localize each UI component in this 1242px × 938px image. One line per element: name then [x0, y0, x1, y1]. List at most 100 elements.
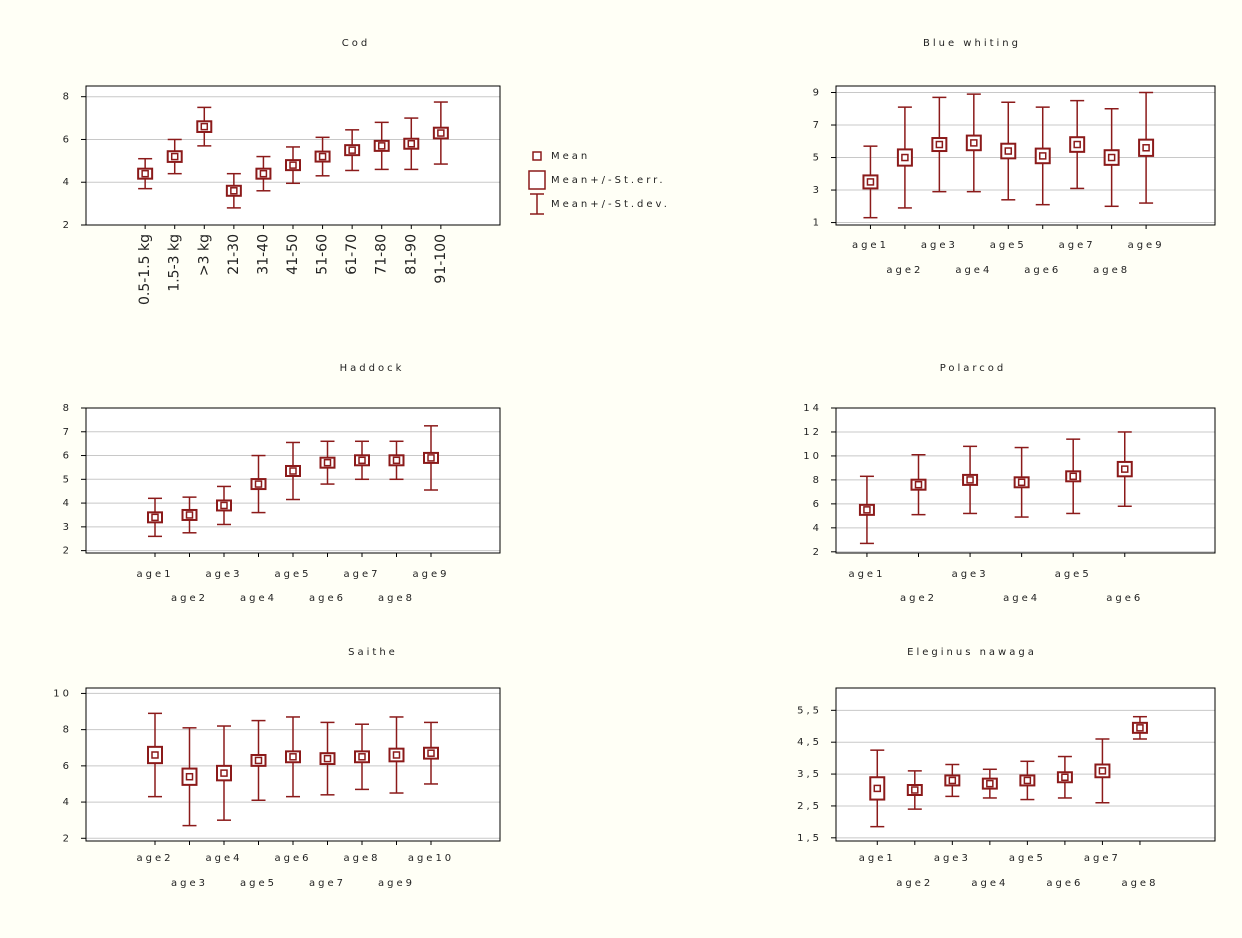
- mean-marker: [873, 784, 882, 793]
- x-tick-label: 21-30: [226, 234, 242, 275]
- mean-marker: [1136, 724, 1144, 732]
- y-tick-label: 7: [63, 427, 72, 438]
- mean-marker: [358, 753, 366, 761]
- y-tick-label: 6: [63, 134, 72, 145]
- panel-title: Cod: [342, 38, 370, 49]
- mean-marker: [935, 140, 944, 149]
- mean-marker: [358, 456, 366, 465]
- mean-marker: [1061, 773, 1069, 781]
- legend-label: Mean: [551, 151, 590, 162]
- mean-marker: [254, 756, 263, 765]
- x-tick-label: age5: [240, 878, 277, 889]
- y-tick-label: 7: [813, 120, 822, 131]
- x-tick-label: 81-90: [403, 234, 419, 275]
- mean-marker: [1098, 767, 1107, 775]
- mean-marker: [254, 480, 263, 488]
- legend-se: [528, 170, 546, 190]
- x-tick-label: 71-80: [374, 234, 390, 275]
- x-tick-label: age5: [1055, 569, 1092, 580]
- y-tick-label: 2: [63, 833, 72, 844]
- x-tick-label: 0.5-1.5 kg: [137, 234, 153, 305]
- y-tick-label: 10: [803, 451, 822, 462]
- legend-label: Mean+/-St.err.: [551, 175, 666, 186]
- x-tick-label: >3 kg: [196, 234, 212, 276]
- mean-marker: [970, 139, 978, 147]
- y-tick-label: 4: [813, 523, 822, 534]
- x-tick-label: age2: [171, 593, 208, 604]
- mean-marker: [289, 753, 297, 761]
- y-tick-label: 5: [813, 153, 822, 164]
- y-tick-label: 6: [63, 451, 72, 462]
- panel-title: Polarcod: [940, 363, 1007, 374]
- y-tick-label: 6: [63, 761, 72, 772]
- y-tick-label: 8: [813, 475, 822, 486]
- mean-marker: [289, 467, 297, 475]
- x-tick-label: age7: [309, 878, 346, 889]
- mean-marker: [170, 152, 179, 161]
- x-tick-label: age8: [1093, 265, 1130, 276]
- mean-marker: [1038, 152, 1047, 160]
- mean-marker: [348, 146, 356, 154]
- panel-title: Haddock: [340, 363, 405, 374]
- x-tick-label: age3: [206, 569, 243, 580]
- y-tick-label: 3,5: [797, 769, 822, 780]
- plot-frame: [835, 407, 1216, 554]
- x-tick-label: 41-50: [285, 234, 301, 275]
- mean-marker: [427, 749, 435, 757]
- mean-marker: [185, 772, 194, 781]
- x-tick-label: age2: [896, 878, 933, 889]
- mean-marker: [220, 501, 228, 510]
- y-tick-label: 8: [63, 403, 72, 414]
- x-tick-label: age6: [309, 593, 346, 604]
- mean-marker: [437, 129, 445, 137]
- x-tick-label: age4: [955, 265, 992, 276]
- x-tick-label: age1: [137, 569, 174, 580]
- mean-marker: [966, 476, 974, 484]
- mean-marker: [259, 169, 268, 178]
- x-tick-label: 61-70: [344, 234, 360, 275]
- x-tick-label: age10: [408, 853, 454, 864]
- x-tick-label: age9: [378, 878, 415, 889]
- x-tick-label: age8: [1121, 878, 1158, 889]
- y-tick-label: 4: [63, 498, 72, 509]
- y-tick-label: 6: [813, 499, 822, 510]
- mean-marker: [220, 769, 228, 777]
- mean-marker: [914, 480, 923, 489]
- y-tick-label: 8: [63, 725, 72, 736]
- mean-marker: [986, 779, 994, 788]
- panel-title: Blue whiting: [923, 38, 1021, 49]
- mean-marker: [392, 456, 401, 465]
- x-tick-label: age3: [934, 853, 971, 864]
- x-tick-label: age6: [1024, 265, 1061, 276]
- mean-marker: [863, 506, 871, 514]
- x-tick-label: age6: [1106, 593, 1143, 604]
- mean-marker: [200, 122, 209, 131]
- mean-marker: [377, 142, 386, 150]
- y-tick-label: 12: [803, 427, 822, 438]
- mean-marker: [141, 169, 149, 178]
- y-tick-label: 8: [63, 92, 72, 103]
- x-tick-label: age7: [1059, 240, 1096, 251]
- mean-marker: [1121, 465, 1129, 473]
- x-tick-label: age2: [886, 265, 923, 276]
- mean-marker: [1069, 472, 1077, 481]
- y-tick-label: 10: [53, 688, 72, 699]
- plot-area: [836, 688, 1215, 841]
- mean-marker: [1017, 478, 1026, 487]
- y-tick-label: 9: [813, 88, 822, 99]
- x-tick-label: age5: [275, 569, 312, 580]
- mean-marker: [1023, 776, 1032, 785]
- x-tick-label: age7: [344, 569, 381, 580]
- mean-marker: [901, 153, 909, 162]
- x-tick-label: 91-100: [433, 234, 449, 284]
- y-tick-label: 5,5: [797, 705, 822, 716]
- x-tick-label: 31-40: [255, 234, 271, 275]
- mean-marker: [1142, 144, 1150, 152]
- y-tick-label: 3: [63, 522, 72, 533]
- panel-title: Eleginus nawaga: [907, 647, 1037, 658]
- plot-area: [836, 86, 1215, 225]
- x-tick-label: age5: [990, 240, 1027, 251]
- x-tick-label: 1.5-3 kg: [167, 234, 183, 292]
- x-tick-label: age4: [971, 878, 1008, 889]
- x-tick-label: age8: [344, 853, 381, 864]
